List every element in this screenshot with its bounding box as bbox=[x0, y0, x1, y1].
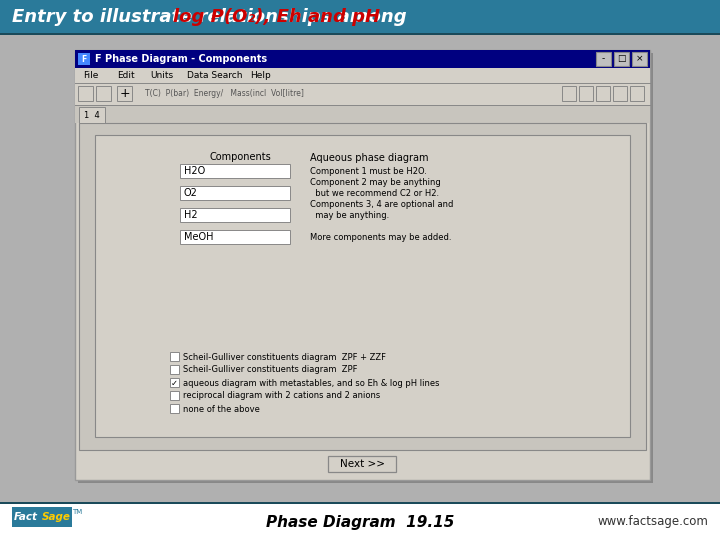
Text: TM: TM bbox=[72, 509, 82, 515]
Bar bbox=[180, 230, 290, 244]
Bar bbox=[613, 86, 627, 101]
Bar bbox=[79, 107, 105, 123]
Text: Scheil-Gulliver constituents diagram  ZPF + ZZF: Scheil-Gulliver constituents diagram ZPF… bbox=[183, 353, 386, 361]
Text: Units: Units bbox=[150, 71, 173, 80]
Bar bbox=[12, 507, 40, 527]
Bar bbox=[0, 0, 720, 35]
Text: Components 3, 4 are optional and: Components 3, 4 are optional and bbox=[310, 200, 454, 209]
Bar bbox=[0, 35, 720, 502]
Text: File: File bbox=[83, 71, 99, 80]
Text: O2: O2 bbox=[184, 188, 198, 198]
Bar bbox=[117, 86, 132, 101]
Text: Help: Help bbox=[250, 71, 271, 80]
Text: □: □ bbox=[617, 55, 626, 64]
Bar bbox=[95, 135, 630, 437]
Bar bbox=[579, 86, 593, 101]
Bar bbox=[79, 123, 646, 450]
Text: ×: × bbox=[636, 55, 643, 64]
Text: none of the above: none of the above bbox=[183, 404, 260, 414]
Text: log P(O₂), Eh and pH: log P(O₂), Eh and pH bbox=[174, 9, 380, 26]
Bar bbox=[170, 391, 179, 400]
Bar bbox=[630, 86, 644, 101]
Bar bbox=[75, 83, 650, 105]
Text: +: + bbox=[120, 87, 130, 100]
Bar bbox=[75, 50, 650, 480]
Text: aqueous diagram with metastables, and so Eh & log pH lines: aqueous diagram with metastables, and so… bbox=[183, 379, 439, 388]
Bar bbox=[180, 186, 290, 200]
Bar bbox=[170, 365, 179, 374]
Text: H2O: H2O bbox=[184, 166, 205, 176]
Bar bbox=[596, 86, 610, 101]
Text: Entry to illustrate relationships among: Entry to illustrate relationships among bbox=[12, 9, 413, 26]
Text: ✓: ✓ bbox=[171, 379, 178, 388]
Text: H2: H2 bbox=[184, 210, 197, 220]
Bar bbox=[40, 507, 72, 527]
Text: but we recommend C2 or H2.: but we recommend C2 or H2. bbox=[310, 189, 439, 198]
Text: T(C)  P(bar)  Energy/   Mass(incl  Vol[litre]: T(C) P(bar) Energy/ Mass(incl Vol[litre] bbox=[145, 90, 304, 98]
Text: -: - bbox=[602, 55, 605, 64]
Bar bbox=[75, 68, 650, 83]
Bar bbox=[562, 86, 576, 101]
Text: More components may be added.: More components may be added. bbox=[310, 233, 451, 242]
Text: MeOH: MeOH bbox=[184, 232, 214, 242]
Text: F: F bbox=[81, 55, 86, 64]
Text: Aqueous phase diagram: Aqueous phase diagram bbox=[310, 153, 428, 163]
Bar bbox=[0, 502, 720, 540]
Text: Component 2 may be anything: Component 2 may be anything bbox=[310, 178, 441, 187]
Text: may be anything.: may be anything. bbox=[310, 211, 390, 220]
Text: Data Search: Data Search bbox=[187, 71, 243, 80]
Bar bbox=[78, 53, 653, 483]
Bar bbox=[0, 33, 720, 35]
Text: Next >>: Next >> bbox=[340, 459, 384, 469]
Bar bbox=[170, 352, 179, 361]
Bar bbox=[78, 86, 93, 101]
Text: Edit: Edit bbox=[117, 71, 135, 80]
Bar bbox=[596, 52, 611, 66]
Bar bbox=[75, 105, 650, 123]
Text: F Phase Diagram - Components: F Phase Diagram - Components bbox=[95, 54, 267, 64]
Bar bbox=[328, 456, 396, 472]
Text: Phase Diagram  19.15: Phase Diagram 19.15 bbox=[266, 515, 454, 530]
Text: reciprocal diagram with 2 cations and 2 anions: reciprocal diagram with 2 cations and 2 … bbox=[183, 392, 380, 401]
Text: 1  4: 1 4 bbox=[84, 111, 100, 119]
Text: Components: Components bbox=[209, 152, 271, 162]
Text: www.factsage.com: www.factsage.com bbox=[597, 516, 708, 529]
Bar bbox=[180, 208, 290, 222]
Text: Sage: Sage bbox=[42, 512, 71, 522]
Text: Fact: Fact bbox=[14, 512, 38, 522]
Bar bbox=[170, 378, 179, 387]
Bar bbox=[614, 52, 629, 66]
Bar bbox=[0, 502, 720, 504]
Bar bbox=[170, 404, 179, 413]
Text: Scheil-Gulliver constituents diagram  ZPF: Scheil-Gulliver constituents diagram ZPF bbox=[183, 366, 358, 375]
Text: Component 1 must be H2O.: Component 1 must be H2O. bbox=[310, 167, 427, 176]
Bar bbox=[78, 53, 90, 65]
Bar bbox=[96, 86, 111, 101]
Bar bbox=[180, 164, 290, 178]
Bar bbox=[75, 50, 650, 68]
Bar bbox=[632, 52, 647, 66]
